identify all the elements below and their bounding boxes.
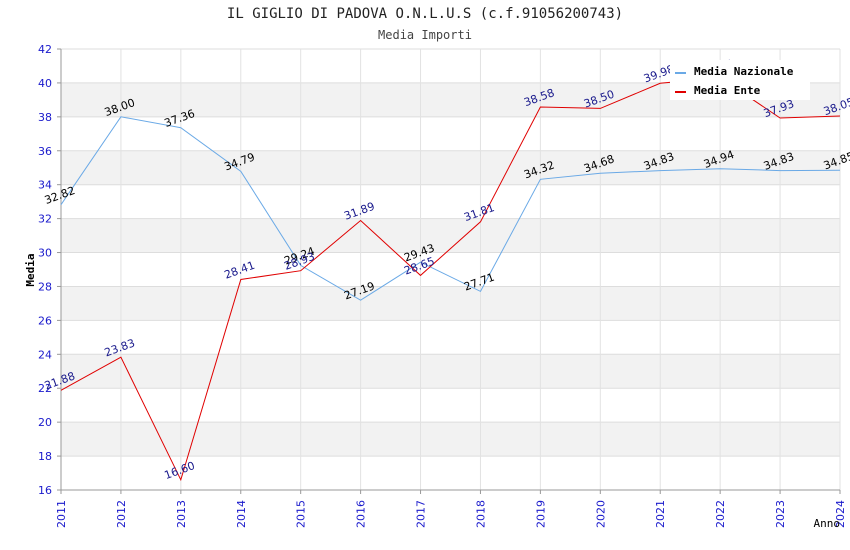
x-tick-label: 2019	[534, 500, 547, 528]
x-tick-label: 2024	[834, 500, 847, 528]
x-tick-label: 2015	[295, 500, 308, 528]
x-tick-label: 2018	[474, 500, 487, 528]
y-tick-label: 26	[38, 314, 52, 327]
plot-band	[61, 320, 840, 355]
plot-band	[61, 354, 840, 389]
y-tick-label: 32	[38, 213, 52, 226]
plot-band	[61, 422, 840, 457]
y-axis-ticks: 16 18 20 22 24 26 28 30 32 34 36 38 40 42	[38, 43, 61, 497]
y-tick-label: 28	[38, 280, 52, 293]
y-tick-label: 42	[38, 43, 52, 56]
y-tick-label: 24	[38, 348, 52, 361]
x-tick-label: 2017	[415, 500, 428, 528]
legend-box	[670, 60, 810, 100]
plot-band	[61, 388, 840, 423]
y-tick-label: 38	[38, 111, 52, 124]
legend: Media Nazionale Media Ente	[670, 60, 810, 100]
chart-title: IL GIGLIO DI PADOVA O.N.L.U.S (c.f.91056…	[227, 6, 623, 22]
chart-subtitle: Media Importi	[378, 28, 472, 42]
x-tick-label: 2011	[55, 500, 68, 528]
x-tick-label: 2012	[115, 500, 128, 528]
axes	[60, 49, 840, 491]
y-tick-label: 40	[38, 77, 52, 90]
gridlines	[60, 48, 841, 491]
x-tick-label: 2014	[235, 500, 248, 528]
y-axis-title: Media	[24, 253, 37, 286]
x-axis-ticks: 2011 2012 2013 2014 2015 2016 2017 2018 2019 2020…	[55, 490, 847, 528]
x-tick-label: 2022	[714, 500, 727, 528]
x-tick-label: 2020	[594, 500, 607, 528]
x-tick-label: 2016	[355, 500, 368, 528]
x-tick-label: 2013	[175, 500, 188, 528]
plot-band	[61, 184, 840, 219]
x-tick-label: 2023	[774, 500, 787, 528]
plot-band	[61, 218, 840, 253]
legend-label: Media Nazionale	[694, 65, 794, 78]
plot-band	[61, 286, 840, 321]
plot-band	[61, 150, 840, 185]
x-tick-label: 2021	[654, 500, 667, 528]
legend-label: Media Ente	[694, 84, 761, 97]
y-tick-label: 34	[38, 179, 52, 192]
series-line-media-nazionale	[60, 116, 841, 301]
plot-band	[61, 456, 840, 490]
plot-band	[61, 252, 840, 287]
y-tick-label: 18	[38, 450, 52, 463]
x-axis-title: Anno	[814, 517, 841, 530]
y-tick-label: 36	[38, 145, 52, 158]
y-tick-label: 30	[38, 247, 52, 260]
y-tick-label: 16	[38, 484, 52, 497]
plot-band	[61, 116, 840, 151]
y-tick-label: 20	[38, 416, 52, 429]
y-tick-label: 22	[38, 382, 52, 395]
